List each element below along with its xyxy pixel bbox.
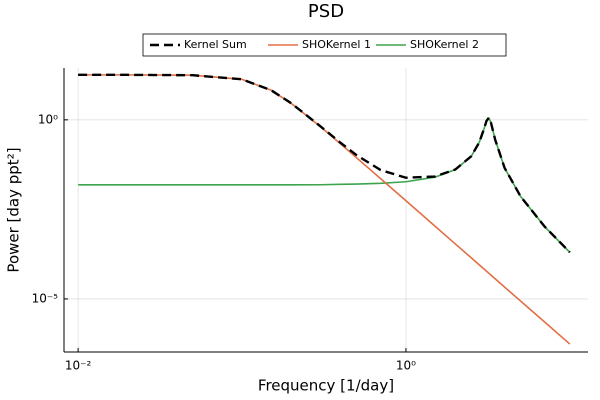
legend-label: SHOKernel 1 — [302, 38, 371, 51]
y-axis-label: Power [day ppt²] — [5, 147, 23, 272]
series-line — [78, 73, 571, 254]
legend-label: Kernel Sum — [184, 38, 247, 51]
chart-title: PSD — [308, 1, 344, 22]
x-axis-label: Frequency [1/day] — [258, 377, 394, 395]
x-tick-label: 10⁻² — [65, 359, 92, 373]
y-tick-label: 10⁰ — [38, 112, 58, 126]
y-tick-label: 10⁻⁵ — [32, 291, 59, 305]
legend-box — [142, 33, 507, 57]
legend-label: SHOKernel 2 — [410, 38, 479, 51]
x-tick-label: 10⁰ — [396, 359, 416, 373]
series-line — [78, 117, 571, 253]
series-line — [78, 74, 571, 345]
